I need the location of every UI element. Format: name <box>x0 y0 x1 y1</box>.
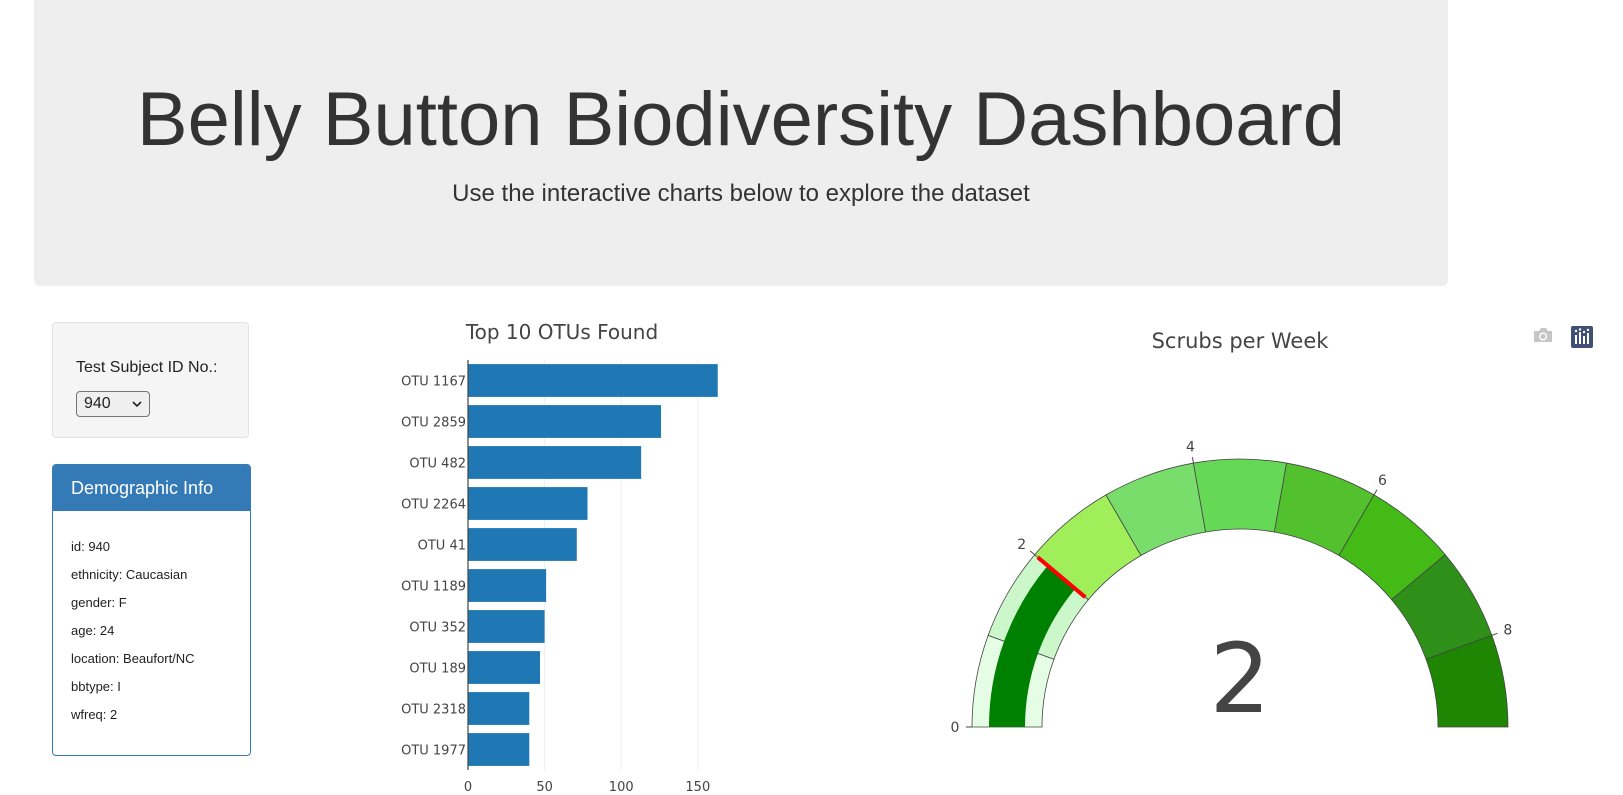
y-tick-label: OTU 2318 <box>401 703 466 718</box>
y-tick-label: OTU 41 <box>418 539 466 554</box>
y-tick-label: OTU 482 <box>409 457 466 472</box>
camera-icon[interactable] <box>1532 326 1554 344</box>
bar <box>468 651 541 684</box>
washing-frequency-gauge: Scrubs per Week 0 2 4 6 8 2 <box>951 329 1513 736</box>
gauge-tick-label: 6 <box>1378 473 1387 489</box>
gauge-title: Scrubs per Week <box>1152 329 1330 353</box>
demographic-row: wfreq: 2 <box>71 707 118 722</box>
bar <box>468 692 530 725</box>
top-otus-bar-chart: Top 10 OTUs Found 0 50 100 150 OTU 1167 OTU 28… <box>401 320 718 792</box>
jumbotron-header: Belly Button Biodiversity Dashboard Use … <box>34 0 1448 286</box>
plotly-logo-icon[interactable] <box>1571 326 1593 348</box>
x-tick-label: 50 <box>536 780 553 792</box>
demographic-row: age: 24 <box>71 623 115 638</box>
x-tick-label: 100 <box>609 780 634 792</box>
bar <box>468 487 588 520</box>
demographic-info-title: Demographic Info <box>53 465 250 511</box>
demographic-row: ethnicity: Caucasian <box>71 567 188 582</box>
y-tick-label: OTU 1977 <box>401 744 466 759</box>
gauge-tick-label: 0 <box>951 720 960 736</box>
gauge-tick <box>1191 457 1194 464</box>
bar <box>468 528 577 561</box>
page-subtitle: Use the interactive charts below to expl… <box>452 180 1030 207</box>
demographic-row: id: 940 <box>71 539 111 554</box>
bar <box>468 610 545 643</box>
subject-selector-panel: Test Subject ID No.: 940 <box>52 322 249 438</box>
subject-id-value: 940 <box>84 395 111 412</box>
gauge-step <box>1425 634 1509 728</box>
y-tick-label: OTU 1189 <box>401 580 466 595</box>
gauge-threshold-line <box>1036 555 1087 599</box>
bar <box>468 569 547 602</box>
gauge-tick-label: 8 <box>1503 623 1512 639</box>
demographic-row: bbtype: I <box>71 679 121 694</box>
bar <box>468 733 530 766</box>
bar <box>468 446 642 479</box>
y-tick-label: OTU 2859 <box>401 416 466 431</box>
gauge-value-label: 2 <box>1209 623 1270 735</box>
gauge-tick-label: 2 <box>1017 537 1026 553</box>
demographic-row: location: Beaufort/NC <box>71 651 195 666</box>
demographic-info-body: id: 940 ethnicity: Caucasian gender: F a… <box>53 511 250 735</box>
bar-chart-title: Top 10 OTUs Found <box>465 320 658 344</box>
demographic-info-panel: Demographic Info id: 940 ethnicity: Cauc… <box>52 464 251 756</box>
chevron-down-icon <box>132 401 142 408</box>
gauge-step <box>1192 458 1288 533</box>
bar <box>468 364 718 397</box>
y-tick-label: OTU 1167 <box>401 375 466 390</box>
demographic-row: gender: F <box>71 595 127 610</box>
page-title: Belly Button Biodiversity Dashboard <box>136 77 1346 162</box>
subject-id-dropdown[interactable]: 940 <box>76 391 150 417</box>
gauge-value-bar <box>989 565 1076 727</box>
bar <box>468 405 662 438</box>
gauge-tick <box>1491 632 1498 636</box>
gauge-tick <box>1373 489 1378 496</box>
gauge-tick-label: 4 <box>1186 439 1195 455</box>
gauge-tick <box>1029 550 1036 556</box>
x-tick-label: 150 <box>685 780 710 792</box>
subject-selector-label: Test Subject ID No.: <box>76 359 218 376</box>
y-tick-label: OTU 352 <box>409 621 466 636</box>
y-tick-label: OTU 2264 <box>401 498 466 513</box>
y-tick-label: OTU 189 <box>409 662 466 677</box>
x-tick-label: 0 <box>464 780 472 792</box>
